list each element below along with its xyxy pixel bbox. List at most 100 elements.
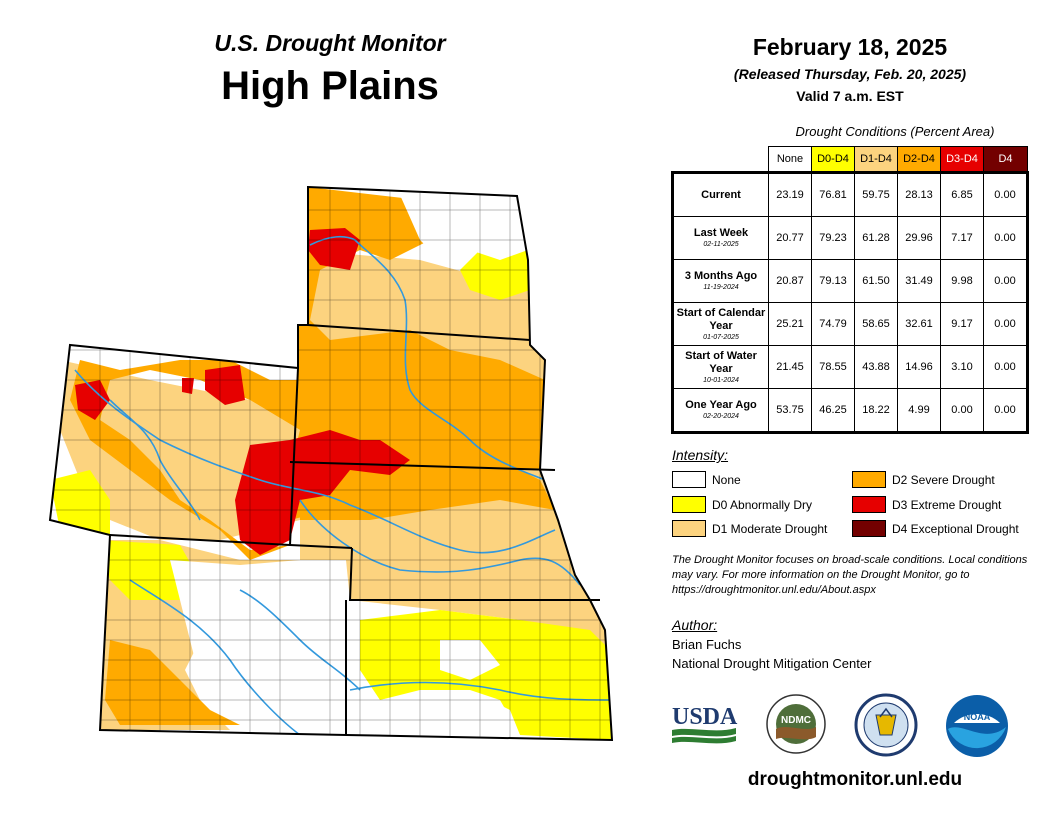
table-cell: 79.23: [811, 216, 855, 260]
noaa-logo: NOAA: [946, 695, 1008, 757]
col-header-d2-d4: D2-D4: [897, 146, 941, 173]
table-row: One Year Ago 02-20-2024 53.75 46.25 18.22 4.9…: [671, 388, 1029, 434]
legend-item-d4: D4 Exceptional Drought: [852, 520, 1019, 537]
legend-label: D0 Abnormally Dry: [712, 497, 813, 512]
legend-swatch: [852, 520, 886, 537]
table-cell: 29.96: [897, 216, 941, 260]
table-cell: 32.61: [897, 302, 941, 346]
table-cell: 31.49: [897, 259, 941, 303]
table-cell: 76.81: [811, 171, 855, 217]
conditions-table: None D0-D4 D1-D4 D2-D4 D3-D4 D4 Current 2…: [671, 146, 1029, 434]
legend-label: D4 Exceptional Drought: [892, 521, 1019, 536]
d3-area: [308, 228, 360, 270]
region-title: High Plains: [221, 64, 439, 108]
disclaimer-note: The Drought Monitor focuses on broad-sca…: [672, 554, 1028, 596]
row-label: 3 Months Ago 11-19-2024: [671, 259, 769, 303]
legend-label: D2 Severe Drought: [892, 472, 995, 487]
table-cell: 20.87: [768, 259, 812, 303]
table-cell: 0.00: [983, 171, 1029, 217]
col-header-d3-d4: D3-D4: [940, 146, 984, 173]
legend-swatch: [672, 496, 706, 513]
table-cell: 59.75: [854, 171, 898, 217]
table-cell: 14.96: [897, 345, 941, 389]
table-row: Current 23.19 76.81 59.75 28.13 6.85 0.00: [671, 171, 1029, 217]
table-cell: 25.21: [768, 302, 812, 346]
table-cell: 61.28: [854, 216, 898, 260]
table-cell: 28.13: [897, 171, 941, 217]
row-label-text: Current: [701, 188, 741, 201]
table-cell: 18.22: [854, 388, 898, 434]
legend-item-d2: D2 Severe Drought: [852, 471, 995, 488]
legend-item-d1: D1 Moderate Drought: [672, 520, 827, 537]
table-cell: 4.99: [897, 388, 941, 434]
table-row: Start of Calendar Year 01-07-2025 25.21 74.…: [671, 302, 1029, 346]
table-cell: 79.13: [811, 259, 855, 303]
legend-label: D3 Extreme Drought: [892, 497, 1002, 512]
table-row: Last Week 02-11-2025 20.77 79.23 61.28 29.96 7…: [671, 216, 1029, 260]
state-borders: [48, 185, 614, 742]
table-cell: 74.79: [811, 302, 855, 346]
table-cell: 61.50: [854, 259, 898, 303]
table-cell: 0.00: [983, 302, 1029, 346]
d0-area: [100, 540, 200, 600]
corner-cell: [673, 147, 769, 173]
d2-area: [300, 410, 555, 520]
legend-swatch: [852, 496, 886, 513]
legend-swatch: [672, 471, 706, 488]
table-row: 3 Months Ago 11-19-2024 20.87 79.13 61.50 31.…: [671, 259, 1029, 303]
legend-label: D1 Moderate Drought: [712, 521, 828, 536]
table-cell: 9.98: [940, 259, 984, 303]
legend-item-none: None: [672, 471, 741, 488]
col-header-d0-d4: D0-D4: [811, 146, 855, 173]
d3-area: [235, 430, 410, 555]
row-label-text: 3 Months Ago: [684, 270, 758, 282]
table-row: Start of Water Year 10-01-2024 21.45 78.55 4…: [671, 345, 1029, 389]
svg-text:USDA: USDA: [672, 704, 738, 730]
author-heading: Author:: [672, 617, 718, 633]
col-header-none: None: [768, 146, 812, 173]
row-date: 02-20-2024: [703, 413, 739, 420]
table-cell: 43.88: [854, 345, 898, 389]
row-date: 11-19-2024: [703, 284, 739, 291]
row-date: 02-11-2025: [703, 241, 739, 248]
table-cell: 9.17: [940, 302, 984, 346]
table-cell: 6.85: [940, 171, 984, 217]
map-title: U.S. Drought Monitor: [214, 30, 446, 56]
d3-area: [205, 365, 245, 405]
legend-swatch: [852, 471, 886, 488]
d0-area: [50, 470, 110, 540]
conditions-title: Drought Conditions (Percent Area): [795, 124, 995, 139]
legend-item-d0: D0 Abnormally Dry: [672, 496, 812, 513]
none-area: [400, 195, 528, 260]
commerce-seal-logo: [854, 693, 918, 757]
row-label: Current: [671, 171, 769, 217]
legend-label: None: [712, 472, 741, 487]
legend-swatch: [672, 520, 706, 537]
table-cell: 0.00: [983, 388, 1029, 434]
table-cell: 23.19: [768, 171, 812, 217]
row-label: Start of Water Year 10-01-2024: [671, 345, 769, 389]
table-cell: 0.00: [983, 345, 1029, 389]
map-date: February 18, 2025: [752, 34, 948, 60]
svg-text:NOAA: NOAA: [964, 712, 991, 722]
col-header-d4: D4: [983, 146, 1028, 173]
table-cell: 0.00: [940, 388, 984, 434]
d0-area: [360, 610, 612, 740]
table-cell: 21.45: [768, 345, 812, 389]
legend-title: Intensity:: [672, 447, 729, 463]
d3-area: [182, 378, 194, 394]
row-label: Last Week 02-11-2025: [671, 216, 769, 260]
table-cell: 0.00: [983, 216, 1029, 260]
row-label: One Year Ago 02-20-2024: [671, 388, 769, 434]
author-name: Brian Fuchs: [672, 637, 742, 652]
row-date: 10-01-2024: [703, 376, 739, 384]
table-cell: 20.77: [768, 216, 812, 260]
row-label-text: Start of Calendar Year: [676, 306, 766, 332]
table-cell: 58.65: [854, 302, 898, 346]
svg-text:NDMC: NDMC: [781, 715, 811, 726]
website-link[interactable]: droughtmonitor.unl.edu: [747, 769, 963, 790]
table-cell: 53.75: [768, 388, 812, 434]
valid-time: Valid 7 a.m. EST: [796, 88, 904, 104]
ndmc-logo: NDMC: [766, 694, 826, 754]
drought-map: [48, 185, 614, 742]
